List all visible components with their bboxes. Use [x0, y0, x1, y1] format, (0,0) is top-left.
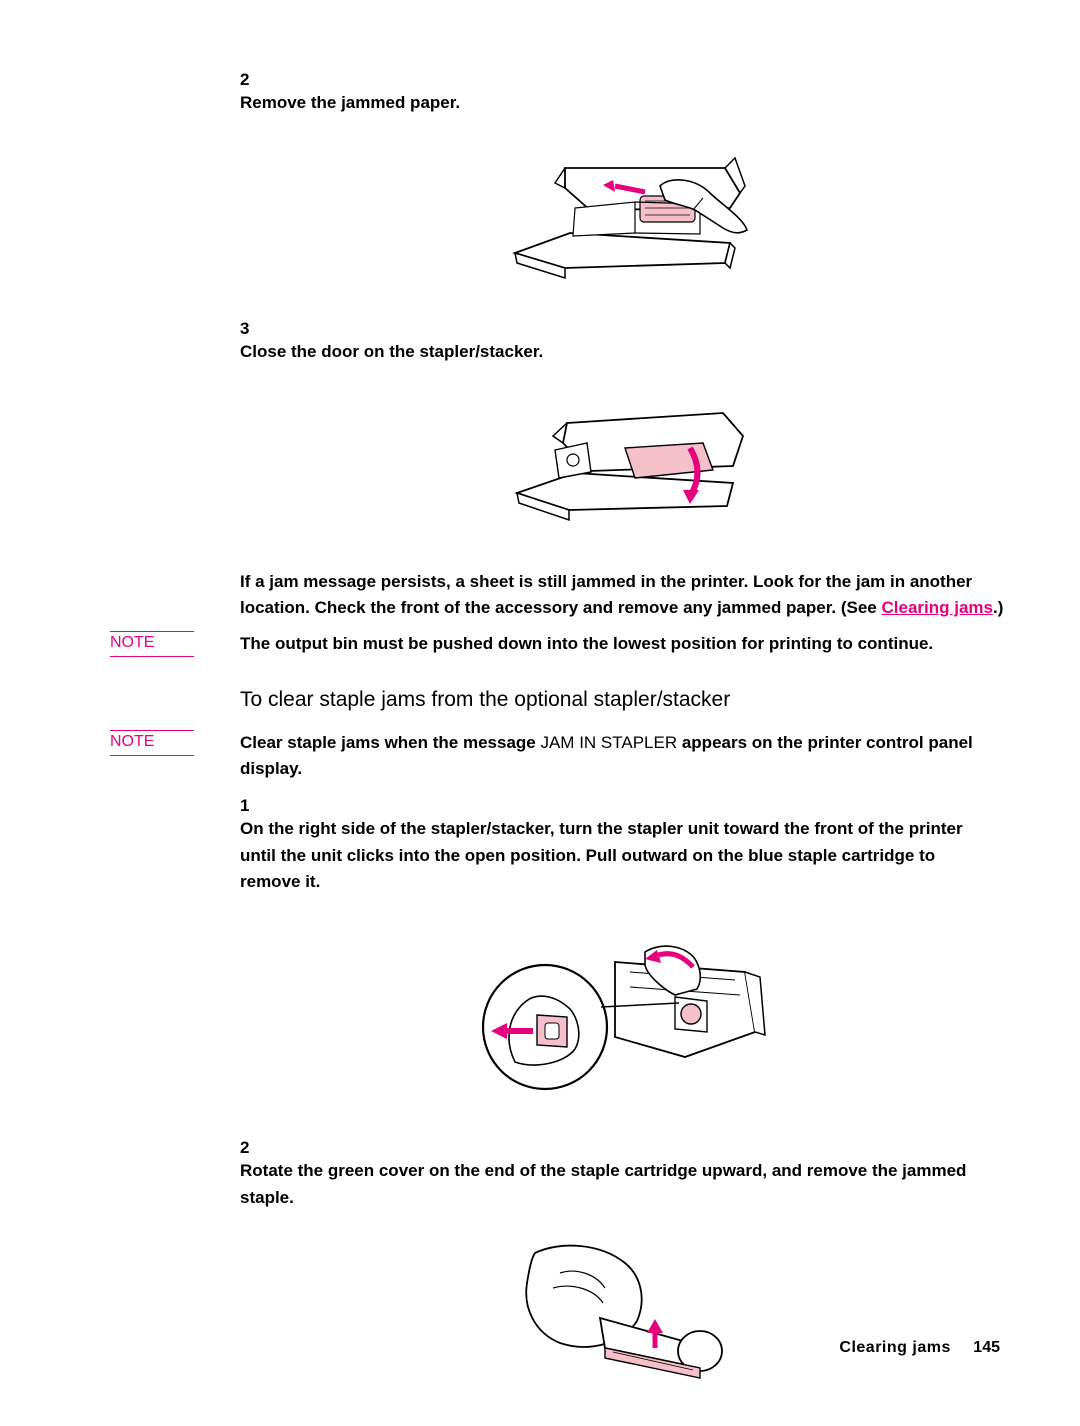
staple-step-1-text: On the right side of the stapler/stacker…: [240, 816, 970, 895]
section-title: To clear staple jams from the optional s…: [240, 688, 1010, 712]
illustration-remove-cartridge: [475, 917, 775, 1107]
page-footer: Clearing jams 145: [839, 1339, 1000, 1357]
note-label-2: NOTE: [110, 730, 194, 756]
step-2-row: 2 Remove the jammed paper.: [110, 70, 1010, 116]
note-1-row: NOTE The output bin must be pushed down …: [110, 631, 1010, 657]
note-2-code: JAM IN STAPLER: [540, 733, 677, 752]
staple-step-1-row: 1 On the right side of the stapler/stack…: [110, 796, 1010, 895]
step-3-number: 3: [240, 319, 276, 339]
section-title-row: To clear staple jams from the optional s…: [110, 666, 1010, 722]
jam-persist-a: If a jam message persists, a sheet is st…: [240, 572, 972, 617]
step-2-number: 2: [240, 70, 276, 90]
footer-section: Clearing jams: [839, 1339, 950, 1356]
illustration-close-door: [495, 388, 755, 538]
note-1-text: The output bin must be pushed down into …: [240, 631, 1010, 657]
step-2-text: Remove the jammed paper.: [240, 90, 970, 116]
illus-1-row: [110, 124, 1010, 311]
note-2-a: Clear staple jams when the message: [240, 733, 540, 752]
illus-2-row: [110, 374, 1010, 561]
clearing-jams-link[interactable]: Clearing jams: [881, 598, 993, 617]
jam-persist-text: If a jam message persists, a sheet is st…: [240, 569, 1010, 622]
illustration-remove-paper: [495, 138, 755, 288]
illus-4-row: [110, 1219, 1010, 1426]
note-2-text: Clear staple jams when the message JAM I…: [240, 730, 1010, 783]
staple-step-1-num: 1: [240, 796, 276, 816]
step-3-text: Close the door on the stapler/stacker.: [240, 339, 970, 365]
note-2-row: NOTE Clear staple jams when the message …: [110, 730, 1010, 783]
staple-step-2-row: 2 Rotate the green cover on the end of t…: [110, 1138, 1010, 1211]
jam-persist-row: If a jam message persists, a sheet is st…: [110, 569, 1010, 622]
staple-step-2-text: Rotate the green cover on the end of the…: [240, 1158, 970, 1211]
footer-page: 145: [973, 1339, 1000, 1356]
illustration-rotate-cover: [505, 1233, 745, 1403]
note-label-1: NOTE: [110, 631, 194, 657]
illus-3-row: [110, 903, 1010, 1130]
step-3-row: 3 Close the door on the stapler/stacker.: [110, 319, 1010, 365]
staple-step-2-num: 2: [240, 1138, 276, 1158]
jam-persist-b: .): [993, 598, 1003, 617]
